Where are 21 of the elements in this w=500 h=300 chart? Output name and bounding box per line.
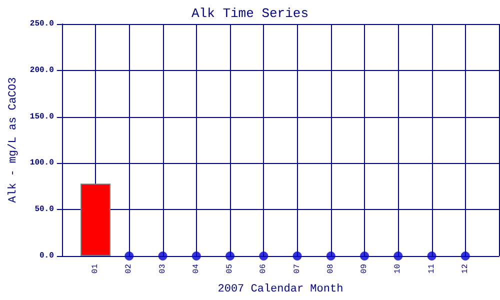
- y-axis-title: Alk - mg/L as CaCO3: [8, 77, 20, 203]
- x-tick-label: 03: [158, 264, 168, 274]
- x-tick-label: 05: [226, 264, 235, 274]
- x-axis-title: 2007 Calendar Month: [218, 284, 344, 296]
- x-tick-label: 07: [292, 264, 302, 274]
- x-tick-label: 10: [394, 264, 403, 274]
- x-tick-label: 02: [124, 264, 134, 274]
- x-tick-label: 06: [259, 264, 268, 274]
- x-tick-label: 01: [91, 264, 100, 274]
- x-tick-label: 08: [326, 264, 336, 274]
- y-tick-label: 250.0: [30, 20, 54, 28]
- y-tick-label: 100.0: [30, 158, 54, 168]
- y-tick-label: 200.0: [30, 66, 54, 75]
- x-tick-label: 12: [460, 264, 470, 274]
- y-tick-label: 0.0: [40, 252, 54, 260]
- x-tick-label: 04: [192, 264, 201, 274]
- y-tick-label: 150.0: [30, 112, 54, 122]
- x-tick-label: 11: [427, 264, 436, 274]
- chart-title: Alk Time Series: [191, 6, 309, 21]
- x-tick-label: 09: [360, 264, 370, 274]
- y-tick-label: 50.0: [34, 205, 54, 214]
